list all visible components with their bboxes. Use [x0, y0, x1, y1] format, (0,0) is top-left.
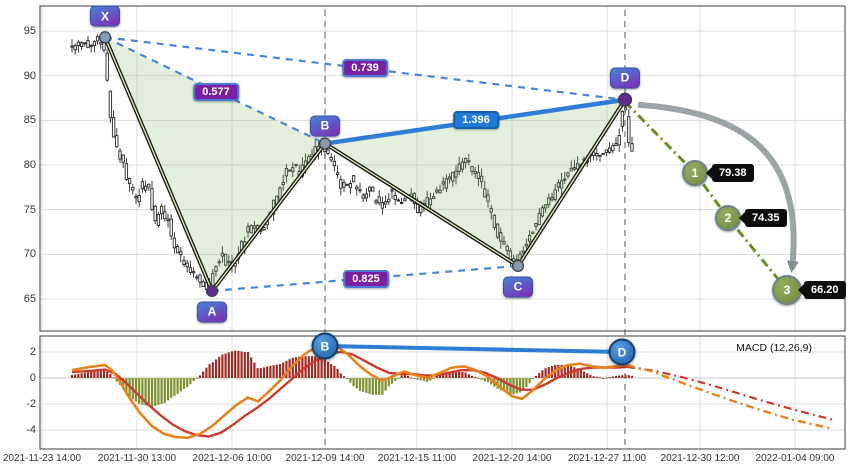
x-axis-tick: 2021-11-30 13:00 [97, 453, 177, 464]
macd-panel [70, 341, 833, 440]
ratio-badge-0.825: 0.825 [343, 270, 389, 288]
pattern-point-badge-A[interactable]: A [197, 301, 227, 323]
y-axis-tick-macd: 2 [29, 346, 36, 358]
target-price-label-2: 74.35 [745, 209, 787, 227]
x-axis-tick: 2021-11-23 14:00 [2, 453, 82, 464]
y-axis-tick-main: 90 [23, 69, 36, 82]
pattern-dot-A[interactable] [205, 284, 219, 298]
target-price-label-1: 79.38 [712, 164, 754, 182]
target-projection [623, 100, 799, 291]
y-axis-tick-main: 95 [23, 25, 36, 37]
y-axis-tick-macd: -4 [26, 424, 36, 436]
macd-marker-B[interactable]: B [311, 332, 339, 360]
y-axis-tick-main: 75 [23, 203, 36, 216]
projection-arrow [637, 101, 799, 273]
harmonic-pattern [103, 35, 628, 293]
x-axis-tick: 2021-12-27 11:00 [567, 453, 647, 464]
x-axis-tick: 2022-01-04 09:00 [755, 453, 835, 464]
pattern-dot-C[interactable] [511, 259, 525, 273]
y-axis-tick-main: 70 [23, 248, 36, 261]
target-price-label-3: 66.20 [804, 281, 846, 299]
target-handle-1[interactable]: 1 [682, 160, 708, 186]
y-axis-tick-main: 80 [23, 158, 36, 171]
y-axis-tick-macd: -2 [26, 398, 36, 410]
y-axis-tick-main: 85 [23, 114, 36, 127]
target-handle-3[interactable]: 3 [772, 275, 802, 305]
ratio-badge-1.396: 1.396 [453, 111, 499, 129]
x-axis-tick: 2021-12-09 14:00 [285, 453, 365, 464]
x-axis-tick: 2021-12-15 11:00 [377, 453, 457, 464]
pattern-point-badge-C[interactable]: C [503, 276, 533, 298]
x-axis-tick: 2021-12-06 10:00 [192, 453, 272, 464]
pattern-point-badge-X[interactable]: X [90, 5, 120, 27]
pattern-dot-X[interactable] [98, 31, 112, 44]
pattern-dot-B[interactable] [318, 137, 332, 150]
target-handle-2[interactable]: 2 [715, 205, 741, 231]
macd-marker-D[interactable]: D [608, 338, 636, 366]
main-panel-border [39, 5, 846, 332]
ratio-badge-0.577: 0.577 [193, 83, 239, 101]
pattern-point-badge-D[interactable]: D [610, 67, 640, 89]
y-axis-tick-main: 65 [23, 292, 36, 305]
x-axis-tick: 2021-12-30 12:00 [660, 453, 740, 464]
macd-legend: MACD (12,26,9) [736, 342, 812, 354]
ratio-badge-0.739: 0.739 [342, 59, 388, 77]
pattern-dot-D[interactable] [617, 92, 633, 107]
x-axis-tick: 2021-12-20 14:00 [472, 453, 552, 464]
macd-panel-border [39, 335, 846, 450]
pattern-point-badge-B[interactable]: B [310, 115, 340, 137]
y-axis-tick-macd: 0 [29, 372, 36, 384]
